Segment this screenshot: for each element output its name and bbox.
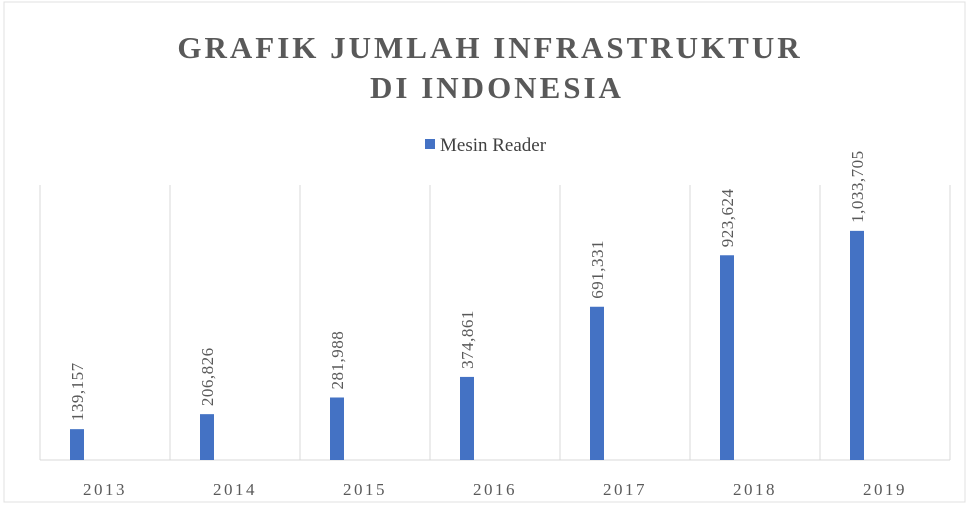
- chart-title: DI INDONESIA: [370, 70, 624, 105]
- x-tick-label: 2015: [343, 480, 387, 499]
- legend-label: Mesin Reader: [440, 135, 547, 156]
- data-label: 1,033,705: [848, 150, 867, 223]
- legend-swatch: [425, 139, 435, 149]
- data-label: 691,331: [588, 240, 607, 299]
- bar: [70, 429, 84, 460]
- bar: [590, 306, 604, 460]
- chart-border: [3, 1, 966, 503]
- data-label: 923,624: [718, 189, 737, 248]
- bar: [200, 414, 214, 460]
- data-label: 281,988: [328, 331, 347, 390]
- x-tick-label: 2017: [603, 480, 647, 499]
- bar: [850, 230, 864, 460]
- x-tick-label: 2019: [863, 480, 907, 499]
- x-tick-label: 2016: [473, 480, 517, 499]
- x-tick-label: 2013: [83, 480, 127, 499]
- chart-title: GRAFIK JUMLAH INFRASTRUKTUR: [177, 30, 802, 65]
- bar: [330, 397, 344, 460]
- x-tick-label: 2018: [733, 480, 777, 499]
- data-label: 206,826: [198, 347, 217, 406]
- data-label: 374,861: [458, 310, 477, 369]
- bar: [720, 255, 734, 460]
- data-label: 139,157: [68, 362, 87, 421]
- bar: [460, 376, 474, 460]
- x-tick-label: 2014: [213, 480, 257, 499]
